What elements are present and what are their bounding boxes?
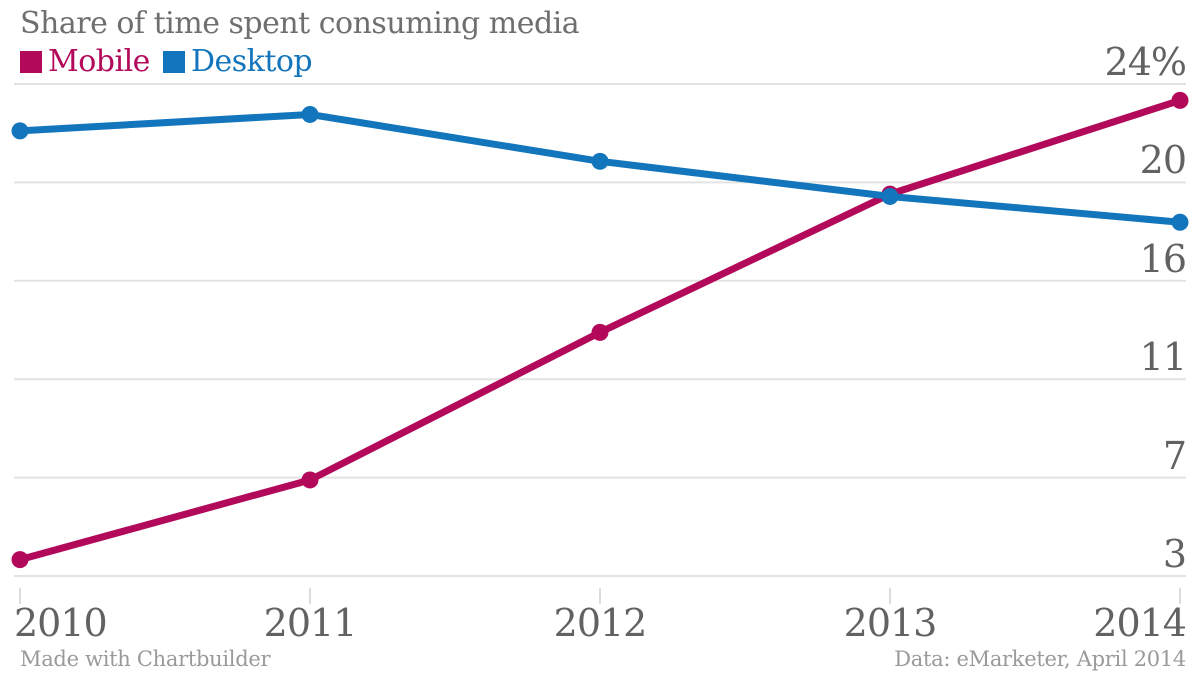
legend-label: Desktop bbox=[190, 44, 313, 79]
x-axis-label: 2012 bbox=[553, 601, 648, 645]
y-axis-label: 11 bbox=[1139, 335, 1187, 379]
chart-title: Share of time spent consuming media bbox=[20, 6, 580, 41]
legend-label: Mobile bbox=[48, 44, 150, 79]
y-axis-label: 16 bbox=[1139, 237, 1187, 281]
y-axis-label: 3 bbox=[1162, 532, 1187, 576]
x-axis-label: 2013 bbox=[843, 601, 938, 645]
x-axis-label: 2010 bbox=[14, 601, 108, 645]
legend-item-mobile: Mobile bbox=[20, 44, 150, 79]
y-axis-label: 20 bbox=[1139, 138, 1187, 182]
legend: Mobile Desktop bbox=[20, 44, 313, 79]
chart-source: Data: eMarketer, April 2014 bbox=[894, 647, 1186, 671]
chart-credit: Made with Chartbuilder bbox=[20, 647, 271, 671]
legend-swatch bbox=[162, 50, 185, 73]
y-axis-label: 24% bbox=[1104, 40, 1187, 84]
y-axis-label: 7 bbox=[1162, 434, 1187, 478]
x-axis-label: 2014 bbox=[1093, 601, 1187, 645]
x-axis-label: 2011 bbox=[263, 601, 358, 645]
legend-swatch bbox=[20, 50, 42, 73]
legend-item-desktop: Desktop bbox=[162, 44, 313, 79]
